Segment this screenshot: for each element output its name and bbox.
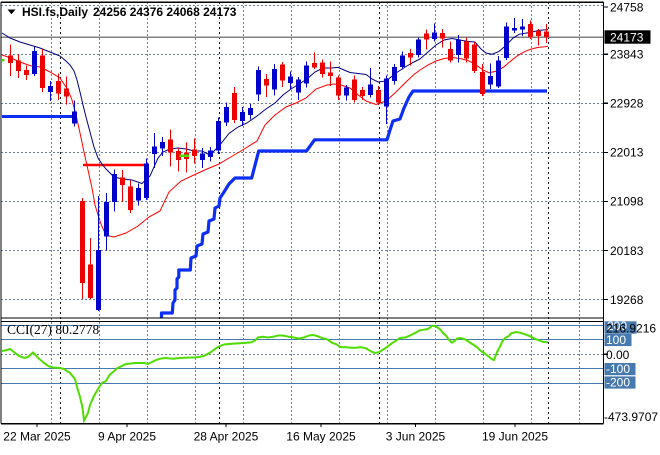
svg-text:20183: 20183 xyxy=(610,244,644,258)
svg-text:23843: 23843 xyxy=(610,48,644,62)
svg-text:CCI(27) 80.2778: CCI(27) 80.2778 xyxy=(7,322,99,337)
svg-text:22928: 22928 xyxy=(610,97,644,111)
svg-text:200: 200 xyxy=(607,319,627,333)
svg-text:-200: -200 xyxy=(606,376,630,390)
svg-text:3 Jun 2025: 3 Jun 2025 xyxy=(386,430,446,444)
svg-text:21098: 21098 xyxy=(610,195,644,209)
svg-text:-100: -100 xyxy=(606,362,630,376)
svg-text:216.9216: 216.9216 xyxy=(606,322,656,336)
svg-text:28 Apr 2025: 28 Apr 2025 xyxy=(194,430,259,444)
svg-text:19268: 19268 xyxy=(610,293,644,307)
svg-text:16 May 2025: 16 May 2025 xyxy=(286,430,356,444)
svg-text:0.00: 0.00 xyxy=(606,348,630,362)
svg-text:24758: 24758 xyxy=(610,0,644,14)
svg-text:19 Jun 2025: 19 Jun 2025 xyxy=(482,430,548,444)
svg-text:22013: 22013 xyxy=(610,146,644,160)
svg-text:HSI.fs,Daily: HSI.fs,Daily xyxy=(22,5,88,19)
svg-text:24173: 24173 xyxy=(610,30,644,44)
svg-text:24256 24376 24068 24173: 24256 24376 24068 24173 xyxy=(93,5,237,19)
svg-text:100: 100 xyxy=(606,333,626,347)
svg-text:22 Mar 2025: 22 Mar 2025 xyxy=(3,430,71,444)
svg-text:9 Apr 2025: 9 Apr 2025 xyxy=(98,430,156,444)
svg-text:-473.9707: -473.9707 xyxy=(604,410,658,424)
